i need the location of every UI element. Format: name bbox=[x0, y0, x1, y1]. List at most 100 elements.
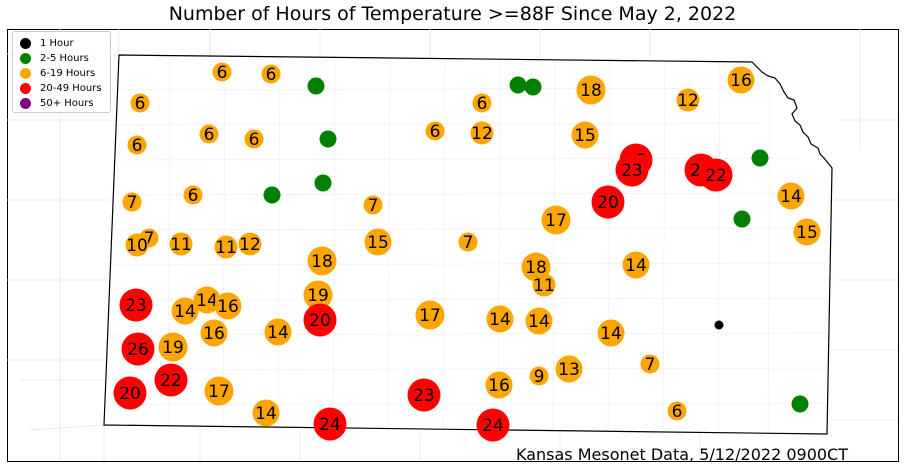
station-dot bbox=[183, 185, 203, 205]
station-marker: 22 bbox=[699, 158, 733, 192]
station-marker: 12 bbox=[676, 88, 700, 112]
station-hours-label: 20 bbox=[119, 384, 141, 404]
station-dot bbox=[364, 228, 392, 256]
station-hours-label: 18 bbox=[311, 252, 333, 272]
station-dot bbox=[485, 371, 513, 399]
station-hours-label: 23 bbox=[621, 161, 643, 181]
station-hours-label: 6 bbox=[672, 402, 683, 422]
station-marker bbox=[791, 395, 809, 413]
station-hours-label: 6 bbox=[430, 122, 441, 142]
station-dot bbox=[640, 354, 660, 374]
station-dot bbox=[238, 232, 262, 256]
station-hours-label: 16 bbox=[203, 324, 225, 344]
station-hours-label: 14 bbox=[255, 404, 277, 424]
station-hours-label: 18 bbox=[525, 258, 547, 278]
kansas-boundary bbox=[103, 54, 833, 435]
station-hours-label: 18 bbox=[580, 81, 602, 101]
station-dot bbox=[472, 93, 492, 113]
station-marker: 7 bbox=[363, 195, 383, 216]
station-dot bbox=[158, 332, 188, 362]
station-dot bbox=[524, 78, 542, 96]
station-marker bbox=[733, 210, 751, 228]
station-dot bbox=[154, 363, 188, 397]
station-hours-label: 12 bbox=[677, 91, 699, 111]
legend-label: 1 Hour bbox=[40, 37, 74, 49]
station-marker: 15 bbox=[571, 121, 599, 149]
station-marker: 14 bbox=[597, 319, 625, 347]
station-dot bbox=[313, 407, 347, 441]
station-marker: 23 bbox=[407, 378, 441, 412]
station-marker: 14 bbox=[193, 286, 221, 314]
station-hours-label: 7 bbox=[645, 355, 656, 375]
station-dot bbox=[212, 62, 232, 82]
station-hours-label: 6 bbox=[188, 186, 199, 206]
station-dot bbox=[486, 305, 514, 333]
station-hours-label: 12 bbox=[471, 124, 493, 144]
station-marker bbox=[314, 174, 332, 192]
station-marker bbox=[307, 77, 325, 95]
station-marker: 6 bbox=[261, 64, 281, 85]
legend-marker-icon bbox=[20, 67, 31, 79]
station-dot bbox=[407, 378, 441, 412]
station-hours-label: 24 bbox=[319, 415, 341, 435]
station-dot bbox=[777, 182, 805, 210]
station-marker: 16 bbox=[200, 319, 228, 347]
station-marker: 17 bbox=[204, 376, 234, 406]
station-dot bbox=[199, 124, 219, 144]
station-dot bbox=[727, 66, 755, 94]
station-marker: 12 bbox=[238, 232, 262, 256]
legend-marker-icon bbox=[20, 82, 31, 94]
data-credit: Kansas Mesonet Data, 5/12/2022 0900CT bbox=[516, 445, 848, 464]
station-marker: 9 bbox=[529, 366, 549, 387]
legend-item: 6-19 Hours bbox=[20, 66, 95, 80]
station-marker: 26 bbox=[121, 332, 155, 366]
station-dot bbox=[119, 288, 153, 322]
station-dot bbox=[622, 251, 650, 279]
station-hours-label: 14 bbox=[174, 302, 196, 322]
station-marker: 6 bbox=[244, 129, 264, 150]
station-hours-label: 14 bbox=[600, 324, 622, 344]
station-dot bbox=[714, 320, 724, 330]
station-hours-label: 22 bbox=[705, 166, 727, 186]
station-marker bbox=[524, 78, 542, 96]
station-dot bbox=[314, 174, 332, 192]
station-dot bbox=[252, 399, 280, 427]
station-marker: 12 bbox=[470, 121, 494, 145]
station-hours-label: 6 bbox=[266, 65, 277, 85]
legend-marker-icon bbox=[20, 37, 31, 49]
station-dot bbox=[667, 401, 687, 421]
station-marker: 19 bbox=[158, 332, 188, 362]
station-hours-label: 14 bbox=[489, 310, 511, 330]
station-dot bbox=[525, 307, 553, 335]
station-dot bbox=[264, 318, 292, 346]
station-dot bbox=[751, 149, 769, 167]
station-marker: 14 bbox=[622, 251, 650, 279]
station-hours-label: 17 bbox=[545, 211, 567, 231]
station-hours-label: 11 bbox=[533, 276, 555, 296]
station-marker: 14 bbox=[777, 182, 805, 210]
station-dot bbox=[733, 210, 751, 228]
station-dot bbox=[319, 130, 337, 148]
station-marker: 23 bbox=[119, 288, 153, 322]
legend-item: 1 Hour bbox=[20, 36, 74, 50]
station-dot bbox=[113, 376, 147, 410]
station-dot bbox=[363, 195, 383, 215]
station-dot bbox=[476, 408, 510, 442]
map-title: Number of Hours of Temperature >=88F Sin… bbox=[168, 3, 737, 25]
station-hours-label: 13 bbox=[558, 360, 580, 380]
legend-item: 50+ Hours bbox=[20, 96, 94, 110]
station-dot bbox=[509, 76, 527, 94]
station-dot bbox=[793, 218, 821, 246]
station-marker: 6 bbox=[425, 121, 445, 142]
station-dot bbox=[576, 75, 606, 105]
station-marker: 20 bbox=[591, 185, 625, 219]
station-marker: 11 bbox=[214, 235, 238, 259]
station-dot bbox=[470, 121, 494, 145]
station-hours-label: 7 bbox=[463, 233, 474, 253]
station-marker: 17 bbox=[415, 300, 445, 330]
legend-label: 2-5 Hours bbox=[40, 52, 89, 64]
station-marker: 20 bbox=[303, 303, 337, 337]
station-dot bbox=[541, 205, 571, 235]
station-hours-label: 17 bbox=[419, 306, 441, 326]
station-marker: 14 bbox=[252, 399, 280, 427]
